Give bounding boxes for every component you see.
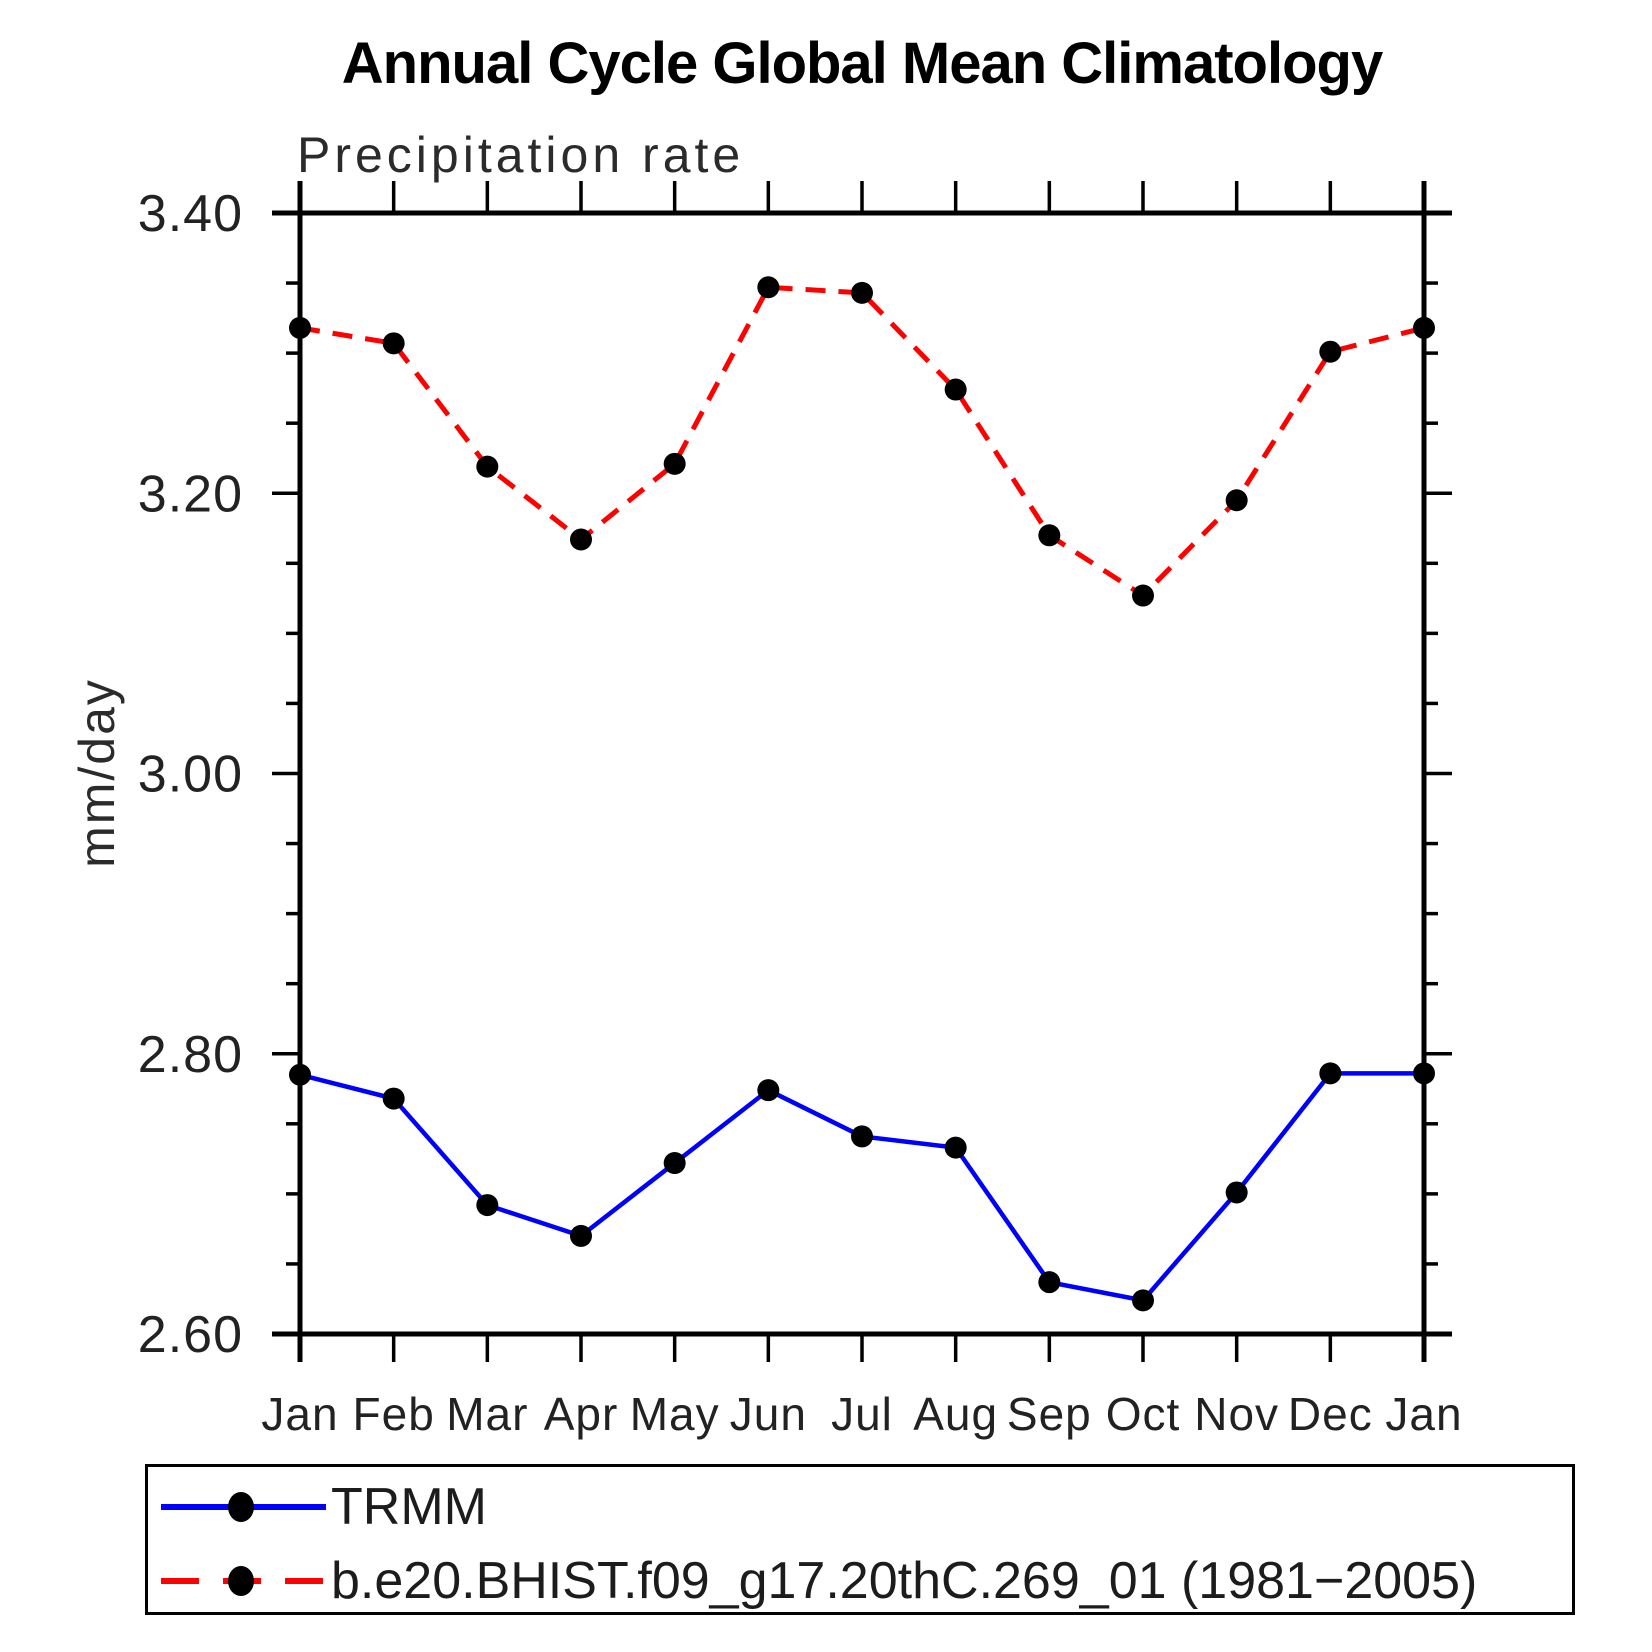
series-marker-0 xyxy=(1038,1271,1061,1294)
series-marker-0 xyxy=(663,1152,686,1175)
series-marker-0 xyxy=(570,1224,592,1247)
month-label: Aug xyxy=(913,1388,998,1440)
month-label: Oct xyxy=(1106,1388,1181,1440)
y-tick-label: 3.20 xyxy=(138,465,243,523)
chart-title: Annual Cycle Global Mean Climatology xyxy=(341,31,1383,96)
series-marker-0 xyxy=(1413,1062,1435,1085)
month-label: Jul xyxy=(831,1388,893,1440)
month-label: Jun xyxy=(730,1388,807,1440)
series-marker-1 xyxy=(570,528,592,551)
y-tick-label: 3.40 xyxy=(138,185,243,243)
series-marker-1 xyxy=(1132,584,1154,607)
series-marker-1 xyxy=(289,316,311,339)
month-label: Nov xyxy=(1194,1388,1279,1440)
series-marker-1 xyxy=(1225,489,1248,512)
series-marker-0 xyxy=(476,1194,499,1217)
series-marker-1 xyxy=(476,455,499,478)
y-tick-label: 2.80 xyxy=(138,1026,243,1084)
month-label: Apr xyxy=(544,1388,619,1440)
series-marker-0 xyxy=(289,1063,311,1086)
series-marker-1 xyxy=(382,332,405,355)
series-marker-0 xyxy=(1132,1289,1154,1312)
series-marker-1 xyxy=(1319,340,1342,363)
legend-label-trmm: TRMM xyxy=(331,1478,487,1536)
legend: TRMM b.e20.BHIST.f09_g17.20thC.269_01 (1… xyxy=(145,1464,1575,1615)
legend-sample-model-line xyxy=(161,1566,326,1596)
series-marker-0 xyxy=(851,1125,873,1148)
series-marker-1 xyxy=(851,281,873,304)
legend-sample-trmm-line xyxy=(161,1492,326,1522)
series-line-0 xyxy=(299,1071,1424,1303)
series-line-1 xyxy=(299,284,1425,599)
series-marker-0 xyxy=(1319,1062,1342,1085)
series-marker-1 xyxy=(1413,316,1435,339)
chart-subtitle: Precipitation rate xyxy=(297,127,745,183)
series-marker-1 xyxy=(663,452,686,475)
month-label: Mar xyxy=(446,1388,528,1440)
legend-row-model: b.e20.BHIST.f09_g17.20thC.269_01 (1981−2… xyxy=(161,1552,1478,1610)
y-tick-label: 3.00 xyxy=(138,746,243,804)
month-label: May xyxy=(630,1388,720,1440)
series-marker-0 xyxy=(944,1136,967,1159)
series-marker-0 xyxy=(382,1087,405,1110)
month-label: Feb xyxy=(353,1388,435,1440)
month-label: Sep xyxy=(1007,1388,1092,1440)
series-marker-0 xyxy=(757,1079,780,1102)
legend-sample-marker xyxy=(228,1566,254,1596)
series-marker-1 xyxy=(1038,524,1061,547)
month-label: Jan xyxy=(1385,1388,1462,1440)
series-marker-0 xyxy=(1225,1181,1248,1204)
y-tick-label: 2.60 xyxy=(138,1306,243,1364)
month-label: Jan xyxy=(261,1388,338,1440)
month-label: Dec xyxy=(1288,1388,1373,1440)
series-marker-1 xyxy=(757,276,780,299)
series-marker-1 xyxy=(944,378,967,401)
legend-row-trmm: TRMM xyxy=(161,1478,487,1536)
legend-label-model: b.e20.BHIST.f09_g17.20thC.269_01 (1981−2… xyxy=(331,1552,1478,1610)
legend-sample-marker xyxy=(228,1492,254,1522)
